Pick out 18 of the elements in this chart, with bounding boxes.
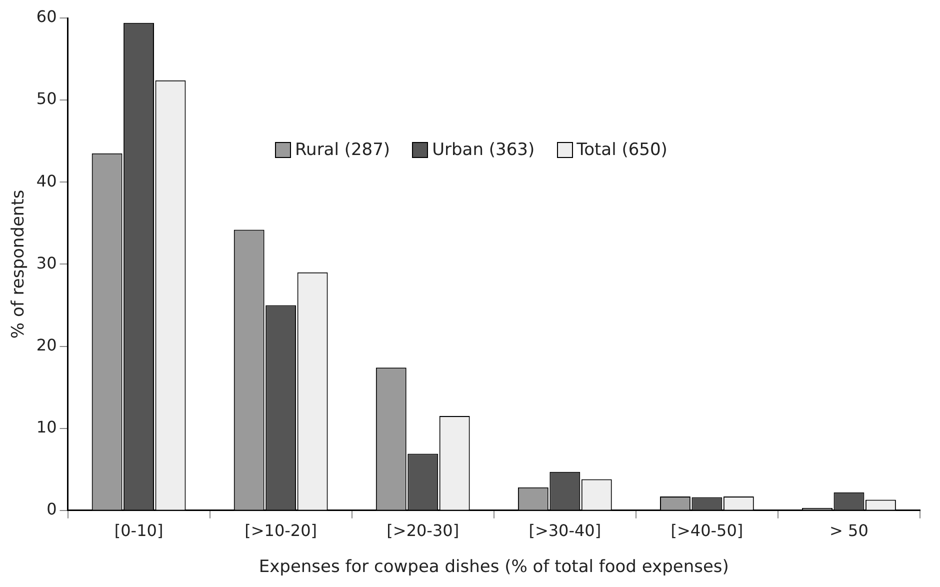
x-tick-label: > 50	[830, 521, 868, 540]
legend-label: Rural (287)	[295, 140, 390, 160]
x-tick-label: [>30-40]	[528, 521, 602, 540]
y-tick-label: 0	[46, 500, 57, 519]
x-tick-label: [>40-50]	[670, 521, 744, 540]
y-tick-label: 10	[36, 417, 57, 436]
y-tick-label: 20	[36, 335, 57, 354]
y-tick-label: 30	[36, 253, 57, 272]
legend-label: Total (650)	[576, 140, 668, 160]
y-tick-label: 40	[36, 171, 57, 190]
x-tick-label: [0-10]	[114, 521, 164, 540]
x-tick-label: [>10-20]	[244, 521, 318, 540]
x-axis-title: Expenses for cowpea dishes (% of total food expenses)	[258, 557, 729, 578]
x-tick-label: [>20-30]	[386, 521, 460, 540]
legend-label: Urban (363)	[432, 140, 535, 160]
y-tick-label: 60	[36, 7, 57, 26]
y-axis-title: % of respondents	[8, 190, 29, 339]
y-tick-label: 50	[36, 89, 57, 108]
